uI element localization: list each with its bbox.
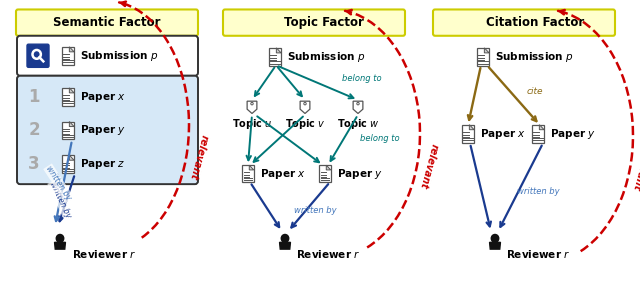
Text: belong to: belong to	[360, 134, 399, 143]
FancyBboxPatch shape	[16, 9, 198, 36]
Polygon shape	[540, 125, 544, 130]
Text: Semantic Factor: Semantic Factor	[53, 16, 161, 29]
Text: Submission $p$: Submission $p$	[287, 50, 366, 64]
Text: Paper $y$: Paper $y$	[337, 167, 383, 181]
Text: Topic Factor: Topic Factor	[284, 16, 364, 29]
Polygon shape	[326, 165, 331, 170]
Text: Submission $p$: Submission $p$	[80, 49, 159, 63]
Text: written by: written by	[516, 187, 559, 196]
Text: written by: written by	[294, 206, 336, 215]
Polygon shape	[300, 101, 310, 114]
Polygon shape	[250, 165, 253, 170]
FancyBboxPatch shape	[477, 48, 489, 66]
Polygon shape	[490, 242, 500, 249]
Text: 1: 1	[28, 88, 40, 106]
FancyBboxPatch shape	[17, 36, 198, 76]
Text: cite: cite	[527, 87, 543, 96]
Circle shape	[357, 102, 359, 105]
Polygon shape	[469, 125, 474, 130]
Circle shape	[304, 102, 306, 105]
Polygon shape	[69, 47, 74, 52]
FancyBboxPatch shape	[319, 165, 331, 182]
Polygon shape	[69, 88, 74, 93]
Text: Topic $w$: Topic $w$	[337, 117, 380, 131]
Polygon shape	[353, 101, 363, 114]
Polygon shape	[69, 121, 74, 127]
Polygon shape	[69, 155, 74, 160]
Circle shape	[492, 234, 499, 242]
Polygon shape	[276, 48, 281, 53]
FancyBboxPatch shape	[62, 121, 74, 140]
FancyBboxPatch shape	[223, 9, 405, 36]
Text: Paper $x$: Paper $x$	[80, 90, 126, 104]
Text: Paper $z$: Paper $z$	[80, 157, 125, 171]
FancyBboxPatch shape	[269, 48, 281, 66]
Text: Paper $x$: Paper $x$	[260, 167, 306, 181]
Text: relevant: relevant	[631, 145, 640, 192]
Circle shape	[251, 102, 253, 105]
Circle shape	[56, 234, 64, 242]
Text: written by: written by	[48, 180, 73, 220]
Polygon shape	[247, 101, 257, 114]
FancyBboxPatch shape	[62, 88, 74, 106]
Text: Paper $y$: Paper $y$	[550, 127, 596, 141]
FancyBboxPatch shape	[243, 165, 254, 182]
Polygon shape	[280, 242, 291, 249]
FancyBboxPatch shape	[433, 9, 615, 36]
Text: Submission $p$: Submission $p$	[495, 50, 574, 64]
FancyBboxPatch shape	[532, 125, 544, 143]
FancyBboxPatch shape	[62, 155, 74, 173]
Text: relevant: relevant	[418, 142, 440, 189]
Text: Citation Factor: Citation Factor	[486, 16, 584, 29]
Text: Paper $y$: Paper $y$	[80, 124, 126, 137]
Text: relevant: relevant	[188, 134, 209, 181]
Text: belong to: belong to	[342, 74, 381, 83]
Circle shape	[281, 234, 289, 242]
Text: Reviewer $r$: Reviewer $r$	[506, 248, 570, 260]
Text: Reviewer $r$: Reviewer $r$	[72, 248, 136, 260]
Text: 3: 3	[28, 155, 40, 173]
Text: Topic $v$: Topic $v$	[285, 117, 325, 131]
Polygon shape	[484, 48, 489, 53]
FancyBboxPatch shape	[27, 44, 49, 67]
FancyBboxPatch shape	[62, 47, 74, 65]
FancyBboxPatch shape	[17, 76, 198, 184]
Text: written by: written by	[44, 164, 73, 202]
Text: Paper $x$: Paper $x$	[480, 127, 526, 141]
Text: Reviewer $r$: Reviewer $r$	[296, 248, 360, 260]
Text: 2: 2	[28, 121, 40, 140]
Text: Topic $u$: Topic $u$	[232, 117, 272, 131]
FancyBboxPatch shape	[462, 125, 474, 143]
Polygon shape	[54, 242, 65, 249]
